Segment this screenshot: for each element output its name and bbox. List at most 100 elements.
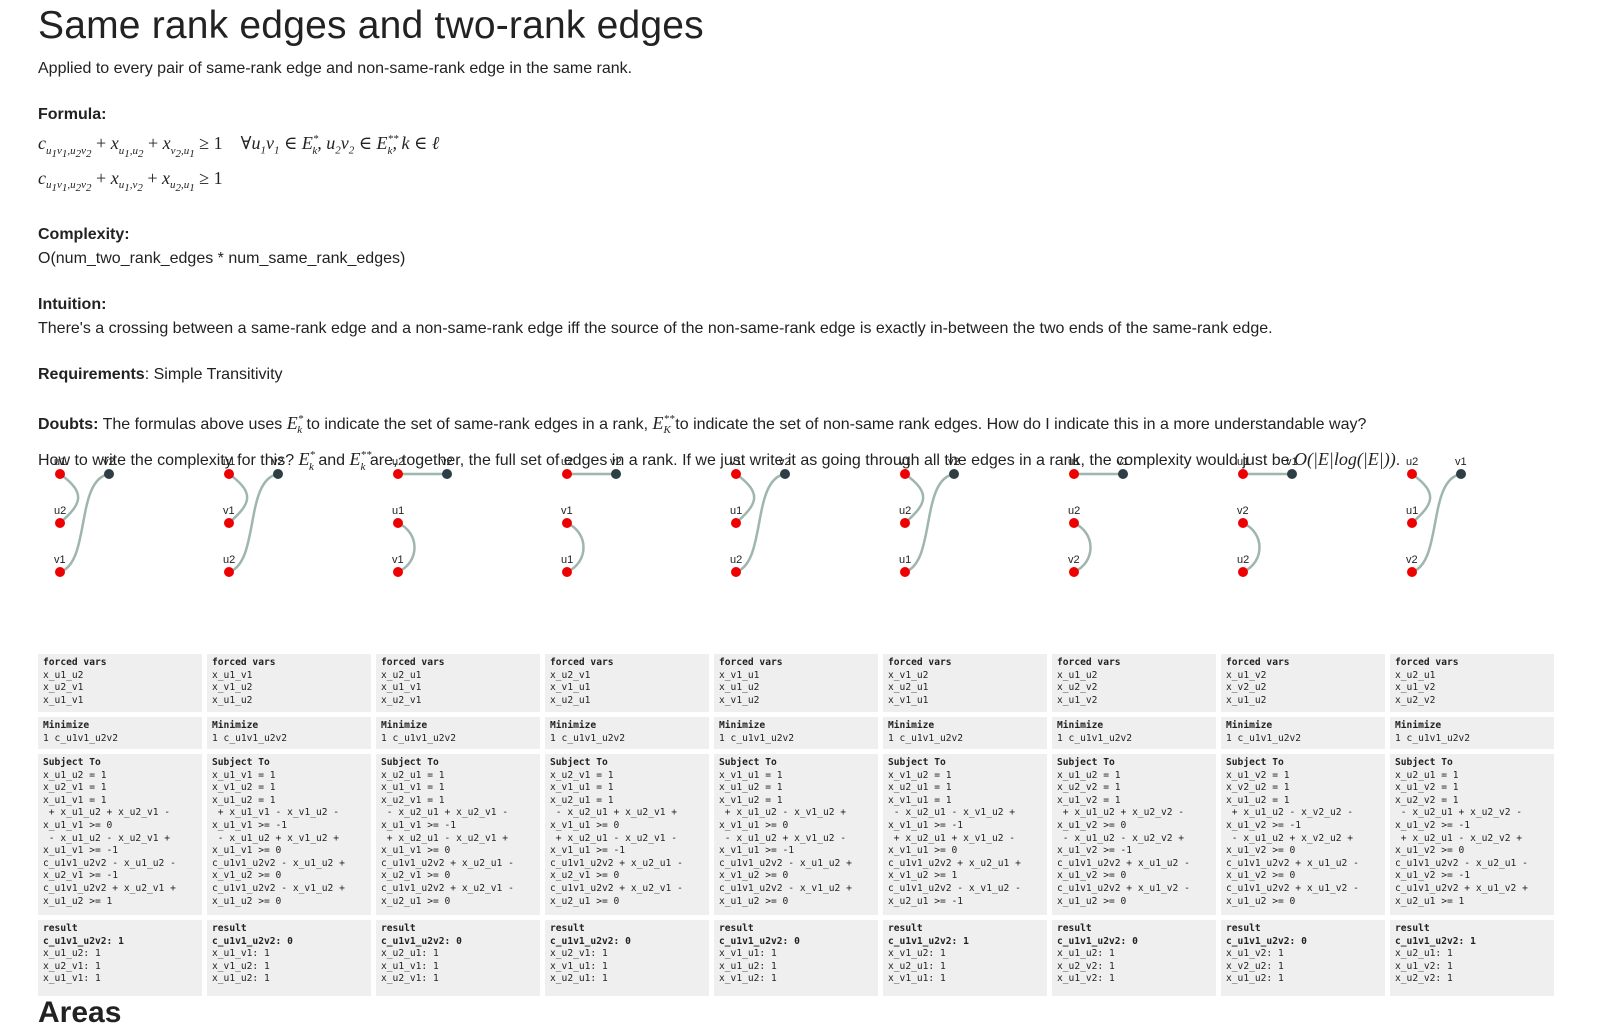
node-bottom [1069,567,1079,577]
result-box: result c_u1v1_u2v2: 0 x_u1_v1: 1 x_v1_u2: 1… [207,920,371,996]
constraint-line: x_v2_u2 = 1 [1226,782,1290,794]
forced-var: x_v1_u1 [719,669,760,681]
result-var: x_u2_u1: 1 [550,973,608,985]
edge-diagram: u2 v1 u1 v2 [1390,448,1550,588]
two-rank-edge [59,472,110,574]
constraint-line: x_u2_v1 >= 0 [550,870,620,882]
constraint-line: x_u2_u1 = 1 [550,794,614,806]
edge-diagram: u2 v2 v1 u1 [545,448,705,588]
constraint-line: x_v1_u1 >= -1 [719,845,795,857]
result-crossing-var: c_u1v1_u2v2: 1 [43,935,124,947]
minimize-header: Minimize [1057,720,1104,731]
result-box: result c_u1v1_u2v2: 0 x_u1_v2: 1 x_v2_u2: 1… [1221,920,1385,996]
result-crossing-var: c_u1v1_u2v2: 0 [719,935,800,947]
constraint-line: x_u1_v1 = 1 [212,769,276,781]
node-label: v2 [441,456,453,468]
result-header: result [888,923,923,934]
result-header: result [719,923,754,934]
requirements-label: Requirements [38,365,145,383]
constraint-line: c_u1v1_u2v2 + x_u2_u1 - [381,857,514,869]
node-label: u1 [54,456,66,468]
constraint-line: - x_u1_u2 - x_u2_v1 + [43,832,171,844]
node-label: u2 [1406,456,1418,468]
result-var: x_u1_u2: 1 [212,973,270,985]
constraint-line: x_u1_u2 = 1 [43,769,107,781]
constraint-line: x_u2_u1 >= -1 [888,895,964,907]
requirements-value: : Simple Transitivity [144,365,283,383]
minimize-objective: 1 c_u1v1_u2v2 [888,732,964,744]
lp-column: forced vars x_u1_v2 x_v2_u2 x_u1_u2 Minimize… [1221,654,1385,999]
node-top-right [949,469,959,479]
doubts-label: Doubts: [38,415,99,433]
constraint-line: x_u1_v1 >= 0 [381,845,451,857]
constraint-line: x_u1_u2 = 1 [212,794,276,806]
constraint-line: c_u1v1_u2v2 + x_u2_u1 - [550,857,683,869]
constraint-line: x_u2_u1 = 1 [1395,769,1459,781]
subject-to-header: Subject To [550,757,608,768]
result-crossing-var: c_u1v1_u2v2: 0 [1057,935,1138,947]
forced-vars-header: forced vars [43,657,107,668]
constraint-line: + x_u1_u2 - x_v2_u2 - [1226,807,1354,819]
result-var: x_u2_v1: 1 [381,973,439,985]
node-top-left [55,469,65,479]
forced-vars-header: forced vars [1226,657,1290,668]
math-e-star-2: E*k [298,449,316,473]
constraint-line: - x_u1_u2 - x_u2_v2 + [1057,832,1185,844]
edge-diagram-svg: u1 v2 v1 u2 [223,456,284,577]
result-crossing-var: c_u1v1_u2v2: 0 [212,935,293,947]
constraint-line: x_u1_v1 = 1 [43,794,107,806]
result-header: result [1395,923,1430,934]
forced-var: x_u2_v2 [1395,694,1436,706]
requirements-section: Requirements: Simple Transitivity [38,363,1598,387]
constraint-line: x_v1_u1 >= 0 [719,819,789,831]
page-subtitle: Applied to every pair of same-rank edge … [38,60,633,77]
edge-diagram: u1 v2 u2 v1 [38,448,198,588]
forced-vars-header: forced vars [212,657,276,668]
edge-diagram: u1 v2 v1 u2 [207,448,367,588]
minimize-box: Minimize 1 c_u1v1_u2v2 [376,717,540,749]
constraint-line: x_u2_v1 = 1 [381,794,445,806]
constraint-line: x_v1_u1 >= 0 [550,819,620,831]
forced-var: x_u1_u2 [719,682,760,694]
minimize-header: Minimize [381,720,428,731]
constraint-line: x_u1_u2 >= 0 [1226,895,1296,907]
node-label: u1 [392,505,404,517]
constraint-line: x_u2_u1 = 1 [888,782,952,794]
constraint-line: x_v1_u1 >= 0 [888,845,958,857]
math-e-doublestar: E**K [652,412,675,437]
constraint-line: x_u1_v1 >= 0 [212,845,282,857]
doubts-text-2a: How to write the complexity for this? [38,452,299,470]
forced-vars-box: forced vars x_u2_u1 x_u1_v1 x_u2_v1 [376,654,540,712]
intuition-section: Intuition: There's a crossing between a … [38,293,1598,341]
constraint-line: x_u1_v2 >= 0 [1057,870,1127,882]
constraint-line: x_u1_v2 >= 0 [1226,870,1296,882]
node-top-left [1069,469,1079,479]
constraint-line: c_u1v1_u2v2 - x_u2_u1 - [1395,857,1528,869]
constraint-line: + x_u1_u2 + x_u2_v2 - [1057,807,1185,819]
node-label: v2 [779,456,791,468]
constraint-line: x_u2_v1 >= 0 [381,870,451,882]
constraint-line: c_u1v1_u2v2 - x_u1_u2 - [43,857,176,869]
forced-var: x_u1_v2 [1057,694,1098,706]
constraint-line: x_u2_v1 = 1 [43,782,107,794]
forced-vars-header: forced vars [1057,657,1121,668]
node-middle [55,518,65,528]
forced-vars-header: forced vars [1395,657,1459,668]
constraint-line: x_v1_u1 >= -1 [550,845,626,857]
edge-diagram: u2 v2 u1 v1 [376,448,536,588]
node-middle [1069,518,1079,528]
result-box: result c_u1v1_u2v2: 1 x_u2_u1: 1 x_u1_v2: 1… [1390,920,1554,996]
subject-to-box: Subject To x_u2_u1 = 1 x_u1_v2 = 1 x_u2_v2 … [1390,754,1554,915]
constraint-line: x_u1_u2 >= 0 [212,895,282,907]
constraint-line: c_u1v1_u2v2 - x_v1_u2 + [719,882,852,894]
node-top-left [562,469,572,479]
minimize-objective: 1 c_u1v1_u2v2 [381,732,457,744]
node-middle [1407,518,1417,528]
doubts-text-2c: are, together, the full set of edges in … [365,452,1294,470]
node-label: v1 [899,456,911,468]
result-var: x_u1_v2: 1 [1226,948,1284,960]
node-top-right [442,469,452,479]
node-label: v2 [272,456,284,468]
result-box: result c_u1v1_u2v2: 0 x_u1_u2: 1 x_u2_v2: 1… [1052,920,1216,996]
same-rank-edge [566,521,585,574]
